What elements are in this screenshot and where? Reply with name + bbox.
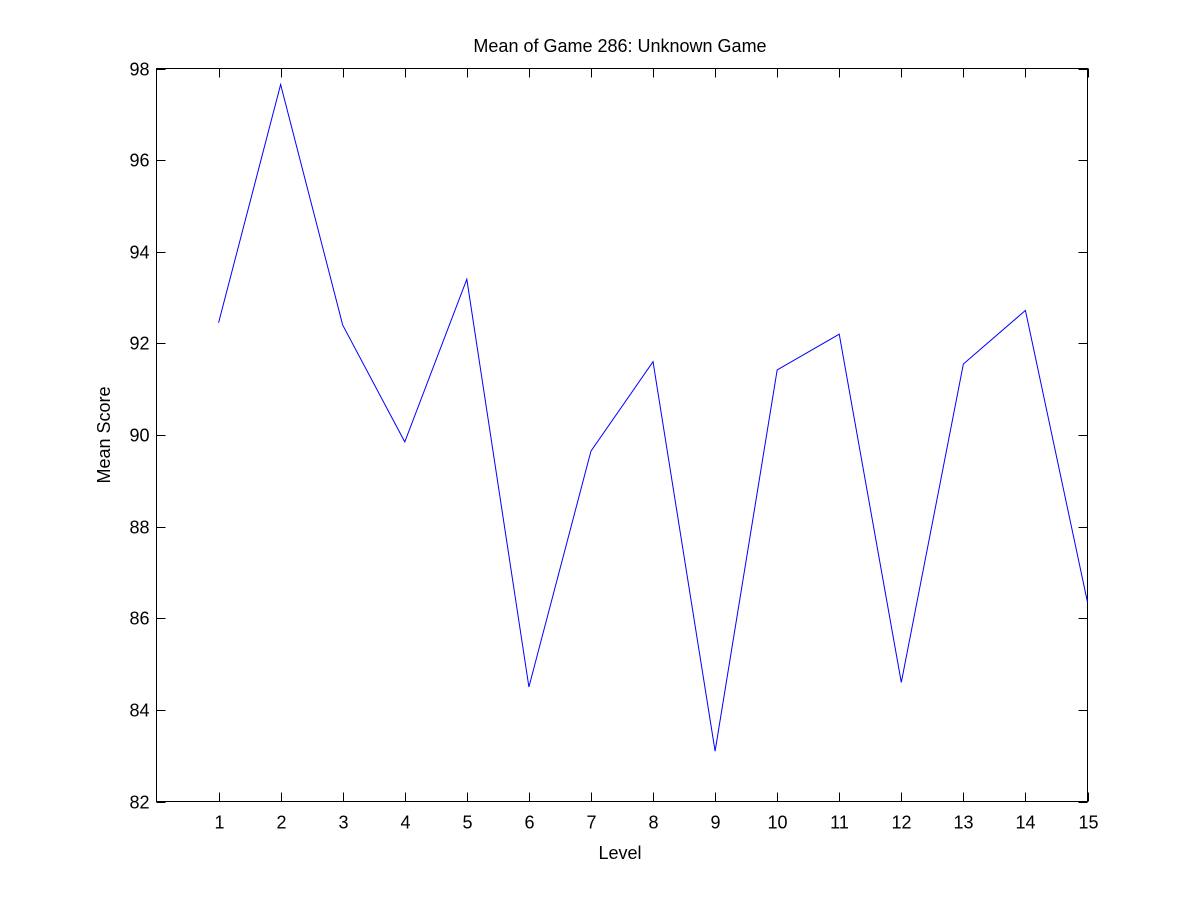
x-tick-label: 4 <box>400 813 410 833</box>
x-tick-label: 3 <box>338 813 348 833</box>
x-tick-label: 11 <box>830 813 849 833</box>
y-tick-label: 88 <box>129 518 149 538</box>
x-tick-label: 5 <box>462 813 472 833</box>
y-tick-label: 84 <box>129 701 149 721</box>
x-tick-label: 7 <box>586 813 596 833</box>
y-tick-label: 98 <box>129 60 149 80</box>
y-tick-label: 94 <box>129 243 149 263</box>
x-tick-label: 8 <box>648 813 658 833</box>
x-axis: 1 2 3 4 5 6 7 8 9 10 11 12 13 14 15 <box>214 68 1099 833</box>
y-tick-label: 90 <box>129 426 149 446</box>
y-tick-label: 86 <box>129 609 149 629</box>
series-line <box>218 82 1088 752</box>
x-tick-label: 9 <box>710 813 720 833</box>
chart-title: Mean of Game 286: Unknown Game <box>473 36 766 56</box>
x-tick-label: 15 <box>1078 813 1098 833</box>
plot-frame <box>156 68 1088 802</box>
x-tick-label: 2 <box>276 813 286 833</box>
y-axis: 82 84 86 88 90 92 94 96 98 <box>129 60 1088 813</box>
x-tick-label: 14 <box>1015 813 1035 833</box>
x-tick-label: 13 <box>953 813 973 833</box>
x-tick-label: 10 <box>767 813 787 833</box>
y-tick-label: 96 <box>129 151 149 171</box>
y-axis-label: Mean Score <box>94 386 114 483</box>
y-tick-label: 92 <box>129 334 149 354</box>
x-tick-label: 6 <box>524 813 534 833</box>
x-tick-label: 12 <box>891 813 911 833</box>
y-tick-label: 82 <box>129 793 149 813</box>
x-tick-label: 1 <box>214 813 224 833</box>
x-axis-label: Level <box>598 843 641 863</box>
